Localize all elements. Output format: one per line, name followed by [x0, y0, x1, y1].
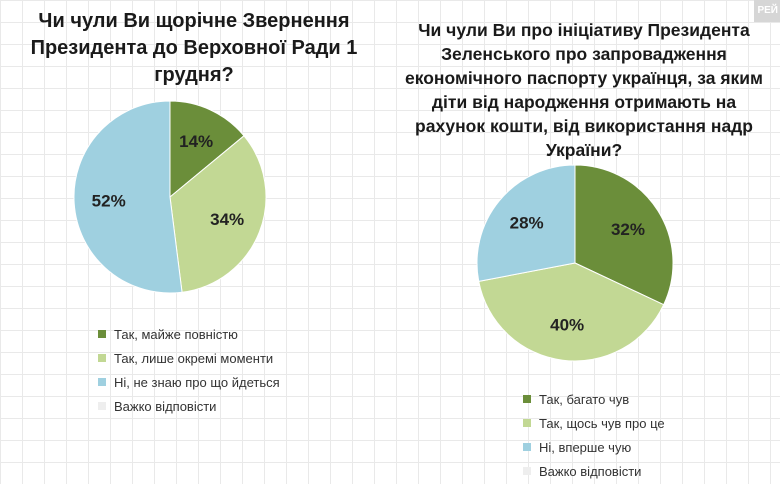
watermark-logo: РЕЙ: [754, 0, 780, 22]
legend-label: Так, багато чув: [539, 391, 630, 407]
pie-right-slice-1: [478, 262, 665, 362]
legend-swatch: [523, 395, 531, 403]
legend-label: Так, майже повністю: [114, 326, 238, 342]
pie-left-slice-label-1: 34%: [210, 210, 244, 229]
legend-item: Так, майже повністю: [98, 322, 280, 346]
pie-left-slice-label-2: 52%: [92, 191, 126, 210]
pie-chart-right: 32% 40% 28%: [476, 164, 674, 362]
pie-left-slice-1: [169, 135, 267, 293]
pie-chart-left: 14% 34% 52%: [73, 100, 267, 294]
legend-swatch: [98, 378, 106, 386]
chart-title-left: Чи чули Ви щорічне Звернення Президента …: [30, 10, 358, 86]
legend-right: Так, багато чув Так, щось чув про це Ні, в…: [523, 387, 665, 483]
pie-left-slice-0: [169, 100, 245, 199]
legend-label: Ні, вперше чую: [539, 439, 632, 455]
legend-swatch: [98, 402, 106, 410]
legend-swatch: [98, 330, 106, 338]
legend-swatch: [98, 354, 106, 362]
legend-item: Важко відповісти: [523, 459, 665, 483]
legend-item: Так, щось чув про це: [523, 411, 665, 435]
pie-right-slice-2: [476, 164, 576, 282]
pie-right-slice-label-0: 32%: [611, 220, 645, 239]
legend-item: Так, лише окремі моменти: [98, 346, 280, 370]
legend-label: Ні, не знаю про що йдеться: [114, 374, 280, 390]
legend-swatch: [523, 467, 531, 475]
pie-left-slice-2: [73, 100, 183, 294]
legend-label: Так, щось чув про це: [539, 415, 665, 431]
legend-label: Важко відповісти: [114, 398, 217, 414]
legend-item: Важко відповісти: [98, 394, 280, 418]
legend-item: Ні, не знаю про що йдеться: [98, 370, 280, 394]
legend-label: Важко відповісти: [539, 463, 642, 479]
pie-left-slice-label-0: 14%: [179, 132, 213, 151]
pie-right-slice-label-1: 40%: [550, 316, 584, 335]
legend-label: Так, лише окремі моменти: [114, 350, 274, 366]
legend-swatch: [523, 419, 531, 427]
chart-title-right: Чи чули Ви про ініціативу Президента Зел…: [404, 20, 763, 160]
legend-item: Ні, вперше чую: [523, 435, 665, 459]
legend-left: Так, майже повністю Так, лише окремі моме…: [98, 322, 280, 418]
pie-right-slice-label-2: 28%: [510, 214, 544, 233]
legend-item: Так, багато чув: [523, 387, 665, 411]
legend-swatch: [523, 443, 531, 451]
pie-right-slice-0: [574, 164, 674, 306]
